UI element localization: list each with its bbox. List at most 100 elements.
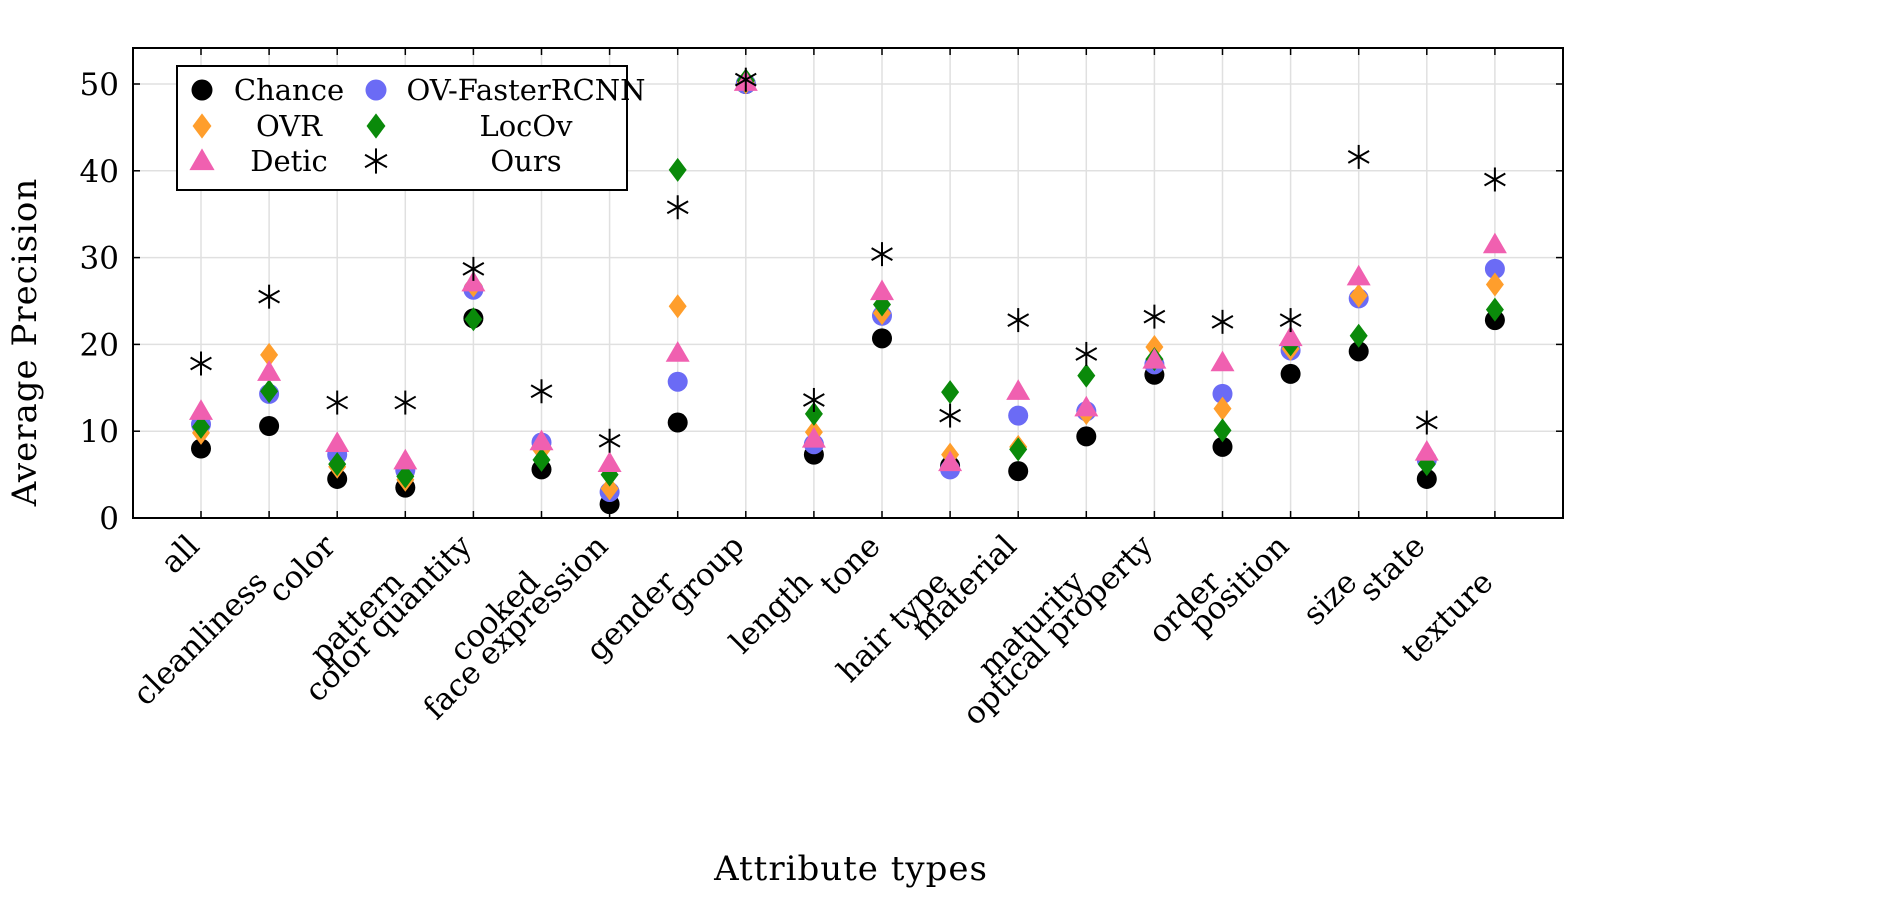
point-ours-texture xyxy=(1484,167,1506,192)
point-chance-all xyxy=(191,438,211,459)
legend-marker-ov-fasterrcnn xyxy=(365,79,387,101)
point-detic-order xyxy=(1210,350,1235,372)
point-chance-position xyxy=(1280,363,1301,384)
point-chance-state xyxy=(1416,468,1437,489)
point-chance-material xyxy=(1008,461,1029,482)
star-stroke xyxy=(530,384,553,399)
point-ov-fasterrcnn-gender xyxy=(667,371,688,392)
star-stroke xyxy=(666,200,689,215)
point-detic-all xyxy=(189,399,213,420)
x-tick-label-tone: tone xyxy=(813,528,888,603)
legend-marker-chance xyxy=(191,79,213,101)
point-chance-tone xyxy=(872,328,892,349)
point-ours-maturity xyxy=(1075,341,1098,366)
point-ovr-order xyxy=(1213,396,1232,421)
star-stroke xyxy=(258,289,280,304)
y-tick-label: 30 xyxy=(80,241,119,277)
legend-label-ovr: OVR xyxy=(256,109,323,143)
x-tick-label-texture: texture xyxy=(1395,564,1501,670)
legend-marker-detic xyxy=(189,148,215,171)
point-ours-material xyxy=(1007,308,1030,333)
star-stroke xyxy=(190,356,212,371)
point-ours-cleanliness xyxy=(258,284,280,309)
point-ours-group xyxy=(734,67,757,92)
star-stroke xyxy=(1007,313,1030,327)
point-detic-length xyxy=(801,427,826,448)
point-ours-color-quantity xyxy=(462,256,485,281)
point-locov-length xyxy=(804,401,823,426)
point-chance-gender xyxy=(667,412,688,433)
point-locov-cooked xyxy=(532,447,551,472)
point-ours-face-expression xyxy=(598,428,621,453)
star-stroke xyxy=(462,262,485,276)
star-stroke xyxy=(598,433,621,448)
point-detic-face-expression xyxy=(597,451,622,472)
star-stroke xyxy=(1211,314,1234,329)
star-stroke xyxy=(939,408,961,423)
x-tick-label-size: size xyxy=(1296,564,1364,632)
point-locov-gender xyxy=(668,157,687,182)
y-tick-label: 0 xyxy=(99,501,119,537)
star-stroke xyxy=(1484,172,1506,187)
point-locov-maturity xyxy=(1077,363,1096,388)
point-ours-length xyxy=(803,387,825,412)
point-locov-texture xyxy=(1485,297,1504,322)
x-tick-label-length: length xyxy=(723,564,820,661)
point-ov-fasterrcnn-order xyxy=(1212,383,1233,404)
y-axis-title: Average Precision xyxy=(5,178,45,508)
star-stroke xyxy=(871,247,893,261)
point-ovr-optical-property xyxy=(1145,335,1164,360)
point-chance-order xyxy=(1212,436,1233,457)
star-stroke xyxy=(1347,150,1370,164)
y-tick-label: 20 xyxy=(80,327,119,363)
point-locov-color-quantity xyxy=(464,307,483,332)
x-tick-label-state: state xyxy=(1352,528,1432,608)
star-stroke xyxy=(1075,347,1098,361)
point-locov-all xyxy=(192,414,210,439)
marks-layer xyxy=(189,67,1507,515)
point-ours-color xyxy=(326,390,349,415)
point-locov-hair-type xyxy=(941,380,960,405)
point-ovr-face-expression xyxy=(600,476,619,501)
point-ours-size xyxy=(1347,144,1370,169)
point-ours-order xyxy=(1211,309,1234,334)
point-ours-pattern xyxy=(394,390,417,415)
point-ours-position xyxy=(1279,308,1302,333)
point-ovr-cleanliness xyxy=(260,342,279,367)
point-detic-cleanliness xyxy=(257,360,282,381)
point-ours-all xyxy=(190,351,212,376)
point-locov-size xyxy=(1349,323,1368,348)
point-ours-gender xyxy=(666,195,689,220)
legend-marker-ours xyxy=(364,148,388,174)
legend-label-chance: Chance xyxy=(234,73,344,107)
point-chance-cleanliness xyxy=(259,415,280,436)
point-detic-optical-property xyxy=(1142,348,1167,369)
y-tick-label: 50 xyxy=(80,67,119,103)
point-locov-order xyxy=(1213,418,1232,443)
legend-marker-locov xyxy=(366,113,386,139)
x-tick-label-all: all xyxy=(154,528,207,581)
point-detic-size xyxy=(1346,264,1371,286)
point-detic-color-quantity xyxy=(461,270,486,292)
point-locov-cleanliness xyxy=(260,379,279,404)
point-ours-state xyxy=(1415,410,1438,435)
point-ovr-texture xyxy=(1485,272,1504,297)
legend-box xyxy=(176,65,628,191)
point-locov-pattern xyxy=(396,464,415,489)
point-chance-maturity xyxy=(1076,426,1097,447)
star-stroke xyxy=(1415,415,1438,430)
series-ours xyxy=(190,67,1506,453)
series-detic xyxy=(189,70,1507,472)
point-detic-hair-type xyxy=(938,450,963,472)
x-tick-label-group: group xyxy=(660,528,751,619)
y-tick-label: 40 xyxy=(80,154,119,190)
x-tick-label-cleanliness: cleanliness xyxy=(126,564,275,713)
legend-label-ours: Ours xyxy=(490,144,561,178)
legend-label-locov: LocOv xyxy=(479,109,573,143)
point-detic-cooked xyxy=(529,429,554,451)
x-axis-title: Attribute types xyxy=(713,849,988,889)
x-tick-label-color: color xyxy=(261,528,343,610)
point-ours-optical-property xyxy=(1143,304,1166,329)
